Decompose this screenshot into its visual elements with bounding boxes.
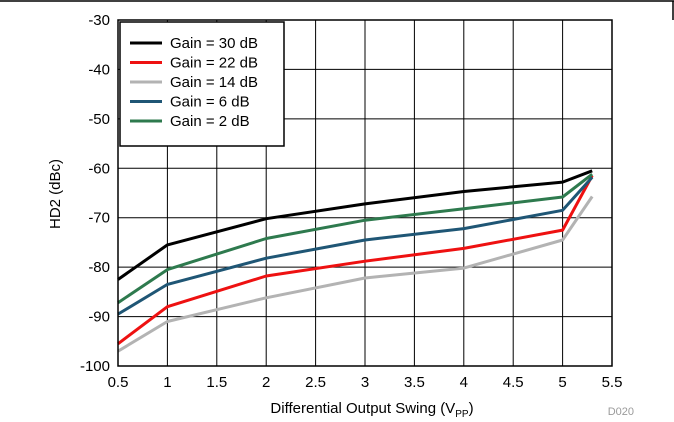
y-tick-label: -90 (88, 309, 110, 326)
series-line-4 (117, 173, 594, 304)
y-tick-label: -70 (88, 210, 110, 227)
x-axis-label: Differential Output Swing (VPP) (270, 400, 473, 420)
x-tick-label: 3 (361, 374, 369, 391)
x-tick-label: 1 (163, 374, 171, 391)
y-tick-labels: -30 -40 -50 -60 -70 -80 -90 -100 (80, 12, 110, 375)
y-tick-label: -60 (88, 160, 110, 177)
y-tick-label: -80 (88, 259, 110, 276)
x-tick-label: 2 (262, 374, 270, 391)
legend-label: Gain = 6 dB (170, 94, 250, 111)
y-tick-label: -50 (88, 111, 110, 128)
x-tick-label: 5.5 (602, 374, 623, 391)
x-tick-label: 1.5 (206, 374, 227, 391)
legend-label: Gain = 30 dB (170, 35, 258, 52)
y-tick-label: -40 (88, 61, 110, 78)
series-line-1 (117, 174, 594, 345)
plot-area (117, 19, 613, 367)
x-tick-label: 4 (460, 374, 468, 391)
figure-id-label: D020 (608, 406, 634, 418)
x-tick-label: 5 (558, 374, 566, 391)
x-tick-label: 0.5 (108, 374, 129, 391)
x-tick-labels: 0.5 1 1.5 2 2.5 3 3.5 4 4.5 5 5.5 (108, 374, 623, 391)
series-line-2 (117, 195, 594, 353)
series-line-3 (117, 176, 594, 316)
data-series (117, 169, 594, 353)
y-tick-label: -100 (80, 358, 110, 375)
series-line-0 (117, 169, 593, 281)
x-tick-label: 4.5 (503, 374, 524, 391)
legend-label: Gain = 14 dB (170, 74, 258, 91)
x-tick-label: 3.5 (404, 374, 425, 391)
legend-label: Gain = 22 dB (170, 55, 258, 72)
legend-label: Gain = 2 dB (170, 113, 250, 130)
y-tick-label: -30 (88, 12, 110, 29)
x-tick-label: 2.5 (305, 374, 326, 391)
legend: Gain = 30 dB Gain = 22 dB Gain = 14 dB Gain… (119, 21, 285, 147)
y-axis-label: HD2 (dBc) (47, 159, 64, 229)
